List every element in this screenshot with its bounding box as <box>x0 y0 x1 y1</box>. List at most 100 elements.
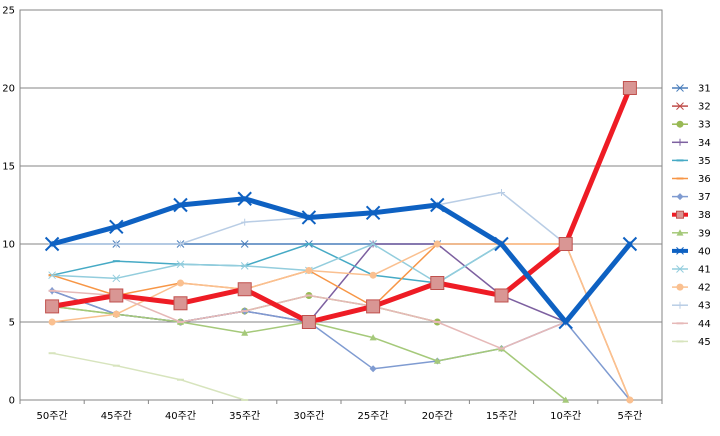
x-tick-label: 10주간 <box>550 410 581 422</box>
legend-item: 45 <box>672 337 711 348</box>
legend-label: 32 <box>698 102 711 113</box>
legend-label: 37 <box>698 192 711 203</box>
legend-label: 31 <box>698 84 711 95</box>
data-point <box>433 240 441 248</box>
data-point <box>676 120 684 128</box>
legend-item: 39 <box>672 228 711 239</box>
legend-label: 35 <box>698 156 711 167</box>
x-tick-label: 15주간 <box>486 410 517 422</box>
x-tick-label: 35주간 <box>229 410 260 422</box>
data-point <box>676 301 684 309</box>
series-38 <box>45 81 637 329</box>
legend-item: 40 <box>672 246 711 257</box>
data-point <box>173 197 188 213</box>
legend-item: 31 <box>672 84 711 95</box>
legend-label: 45 <box>698 337 711 348</box>
data-point <box>676 210 684 219</box>
y-tick-label: 10 <box>2 240 15 251</box>
legend-item: 34 <box>672 138 711 149</box>
data-point <box>430 276 445 290</box>
series-line <box>49 196 633 325</box>
data-point <box>177 279 184 287</box>
legend-item: 41 <box>672 265 711 276</box>
data-point <box>44 236 60 252</box>
data-point <box>301 210 317 225</box>
data-point <box>498 189 505 197</box>
legend-label: 36 <box>698 174 711 185</box>
data-point <box>48 318 56 326</box>
data-point <box>176 260 185 269</box>
plot-area <box>19 9 663 401</box>
legend-item: 35 <box>672 156 711 167</box>
data-point <box>365 205 381 221</box>
x-tick-label: 45주간 <box>101 410 132 422</box>
data-point <box>112 240 120 248</box>
x-tick-label: 50주간 <box>37 410 68 422</box>
data-point <box>369 334 377 341</box>
legend-label: 33 <box>698 120 711 131</box>
data-point <box>676 138 684 146</box>
legend-item: 43 <box>672 301 711 312</box>
legend-item: 37 <box>672 192 711 203</box>
data-point <box>626 396 634 404</box>
x-tick-label: 20주간 <box>422 410 453 422</box>
y-tick-label: 5 <box>9 318 15 329</box>
data-point <box>237 282 252 297</box>
data-point <box>301 315 316 329</box>
data-point <box>237 191 252 206</box>
data-point <box>558 237 573 251</box>
data-point <box>173 296 188 311</box>
y-tick-label: 25 <box>2 6 15 17</box>
data-point <box>112 274 121 283</box>
legend-item: 38 <box>672 210 711 221</box>
data-point <box>622 81 637 95</box>
data-point <box>305 267 313 275</box>
legend-item: 36 <box>672 174 711 185</box>
data-point <box>369 365 377 373</box>
legend-label: 39 <box>698 228 711 239</box>
data-point <box>676 283 684 291</box>
data-point <box>241 218 249 226</box>
data-point <box>240 261 249 270</box>
series-line <box>51 352 246 401</box>
x-tick-label: 5주간 <box>618 410 643 422</box>
data-point <box>558 314 573 330</box>
x-tick-label: 25주간 <box>358 410 389 422</box>
legend-label: 34 <box>698 138 711 149</box>
legend-item: 32 <box>672 102 711 113</box>
data-point <box>622 236 638 252</box>
series-44 <box>48 289 570 350</box>
data-point <box>433 357 441 364</box>
y-tick-label: 20 <box>2 84 15 95</box>
data-point <box>676 84 684 92</box>
data-point <box>177 240 184 248</box>
series-40 <box>44 191 638 330</box>
data-point <box>676 265 684 273</box>
series-line <box>51 243 503 284</box>
legend: 31 32 33 34 35 36 37 38 39 40 41 42 43 44 45 <box>672 84 711 348</box>
data-point <box>45 299 60 314</box>
legend-item: 42 <box>672 283 711 294</box>
data-point <box>676 247 684 255</box>
series-line <box>51 243 503 284</box>
data-point <box>676 193 684 201</box>
legend-label: 43 <box>698 301 711 312</box>
data-point <box>109 288 124 303</box>
legend-label: 40 <box>698 246 711 257</box>
data-point <box>109 219 124 235</box>
y-tick-label: 0 <box>9 396 15 407</box>
data-point <box>112 310 120 318</box>
data-point <box>369 240 377 248</box>
legend-label: 38 <box>698 210 711 221</box>
legend-item: 33 <box>672 120 711 131</box>
data-point <box>430 197 445 213</box>
data-point <box>494 236 509 252</box>
y-tick-label: 15 <box>2 162 15 173</box>
data-point <box>494 288 509 303</box>
series-45 <box>48 352 249 401</box>
series-line <box>49 85 633 325</box>
data-point <box>240 240 249 248</box>
data-point <box>676 229 684 236</box>
